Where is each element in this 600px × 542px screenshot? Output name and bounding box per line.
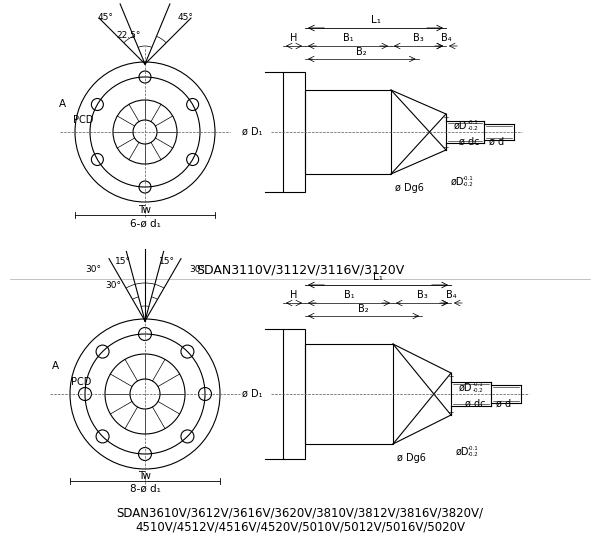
Text: 45°: 45°	[97, 14, 113, 23]
Text: Tw: Tw	[139, 471, 151, 481]
Text: ø D₁: ø D₁	[242, 127, 263, 137]
Text: 15°: 15°	[115, 256, 131, 266]
Bar	[283, 72, 305, 192]
Text: B₁: B₁	[344, 290, 355, 300]
Text: B₁: B₁	[343, 33, 353, 43]
Text: A: A	[52, 361, 59, 371]
Text: L₁: L₁	[371, 15, 380, 25]
Bar	[305, 344, 393, 444]
Text: H: H	[290, 290, 298, 300]
Text: -0.1: -0.1	[468, 446, 479, 450]
Text: -0.2: -0.2	[468, 126, 479, 131]
Text: B₃: B₃	[416, 290, 427, 300]
Bar	[283, 329, 305, 459]
Text: ø Dg6: ø Dg6	[395, 183, 424, 193]
Text: 15°: 15°	[159, 256, 175, 266]
Text: -0.2: -0.2	[473, 388, 484, 392]
Text: 6-ø d₁: 6-ø d₁	[130, 219, 160, 229]
Text: H: H	[290, 33, 298, 43]
Text: øD: øD	[454, 121, 467, 131]
Text: PCD: PCD	[71, 377, 91, 387]
Text: B₄: B₄	[446, 290, 457, 300]
Text: 45°: 45°	[177, 14, 193, 23]
Text: SDAN3610V/3612V/3616V/3620V/3810V/3812V/3816V/3820V/
4510V/4512V/4516V/4520V/501: SDAN3610V/3612V/3616V/3620V/3810V/3812V/…	[116, 506, 484, 534]
Text: ø Dg6: ø Dg6	[397, 453, 425, 463]
Text: -0.2: -0.2	[463, 182, 474, 186]
Text: -0.2: -0.2	[468, 451, 479, 456]
Text: B₃: B₃	[413, 33, 424, 43]
Text: ø D₁: ø D₁	[242, 389, 263, 399]
Text: 30°: 30°	[105, 281, 121, 289]
Text: 8-ø d₁: 8-ø d₁	[130, 484, 160, 494]
Text: 30°: 30°	[189, 264, 205, 274]
Text: A: A	[58, 99, 65, 109]
Text: øD: øD	[456, 447, 470, 457]
Text: -0.1: -0.1	[463, 176, 474, 180]
Text: 30°: 30°	[85, 264, 101, 274]
Text: ø d: ø d	[496, 399, 511, 409]
Text: Tw: Tw	[139, 205, 151, 215]
Text: øD: øD	[451, 177, 464, 187]
Text: ø d: ø d	[489, 137, 504, 147]
Text: B₄: B₄	[440, 33, 451, 43]
Text: -0.1: -0.1	[473, 382, 484, 386]
Text: 22.5°: 22.5°	[117, 31, 141, 41]
Text: ø dc: ø dc	[465, 399, 485, 409]
Bar	[305, 90, 391, 174]
Text: -0.1: -0.1	[468, 119, 479, 125]
Text: B₂: B₂	[358, 304, 369, 314]
Text: L₁: L₁	[373, 272, 383, 282]
Text: øD: øD	[459, 383, 473, 393]
Text: ø dc: ø dc	[459, 137, 479, 147]
Text: PCD: PCD	[73, 115, 93, 125]
Text: SDAN3110V/3112V/3116V/3120V: SDAN3110V/3112V/3116V/3120V	[196, 263, 404, 276]
Text: B₂: B₂	[356, 47, 367, 57]
